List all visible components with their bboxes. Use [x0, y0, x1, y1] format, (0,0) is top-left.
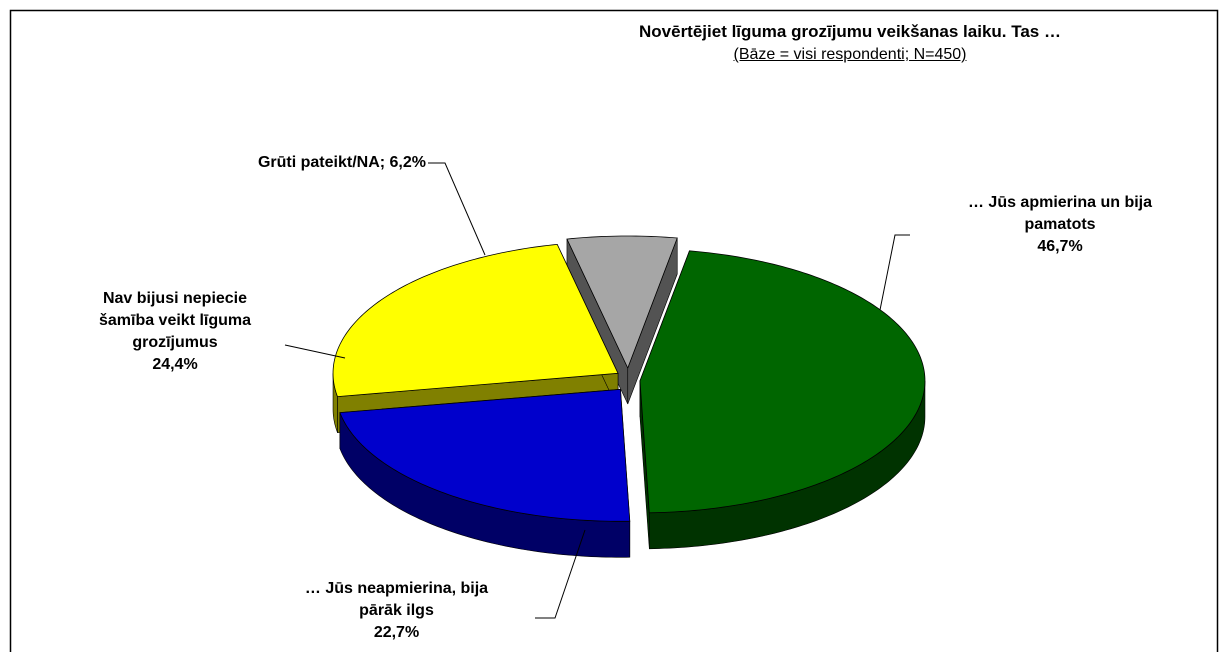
leader-line [284, 344, 346, 359]
chart-title: Novērtējiet līguma grozījumu veikšanas l… [639, 22, 1061, 41]
value-label: 46,7% [1037, 238, 1083, 255]
value-label: 22,7% [373, 624, 420, 641]
slice-label: Nav bijusi nepiecie šamība veikt līguma … [80, 288, 270, 376]
slice [639, 250, 926, 514]
chart-border [9, 9, 1219, 652]
category-label: … Jūs neapmierina, bija pārāk ilgs [304, 580, 489, 619]
category-label: Grūti pateikt/NA; [257, 154, 386, 171]
slice [332, 243, 619, 398]
slice-label: … Jūs neapmierina, bija pārāk ilgs 22,7% [294, 578, 499, 644]
slice-label: … Jūs apmierina un bija pamatots 46,7% [955, 192, 1165, 258]
chart-subtitle: (Bāze = visi respondenti; N=450) [733, 46, 967, 63]
leader-line [535, 529, 586, 619]
value-label: 24,4% [152, 356, 198, 373]
value-label: 6,2% [389, 154, 426, 171]
category-label: … Jūs apmierina un bija pamatots [967, 194, 1153, 233]
leader-line [428, 162, 486, 256]
pie [332, 235, 926, 558]
category-label: Nav bijusi nepiecie šamība veikt līguma … [98, 290, 252, 351]
slice [566, 235, 678, 370]
slice-label: Grūti pateikt/NA; 6,2% [160, 152, 426, 174]
slice [339, 388, 631, 522]
leader-line [879, 234, 910, 311]
